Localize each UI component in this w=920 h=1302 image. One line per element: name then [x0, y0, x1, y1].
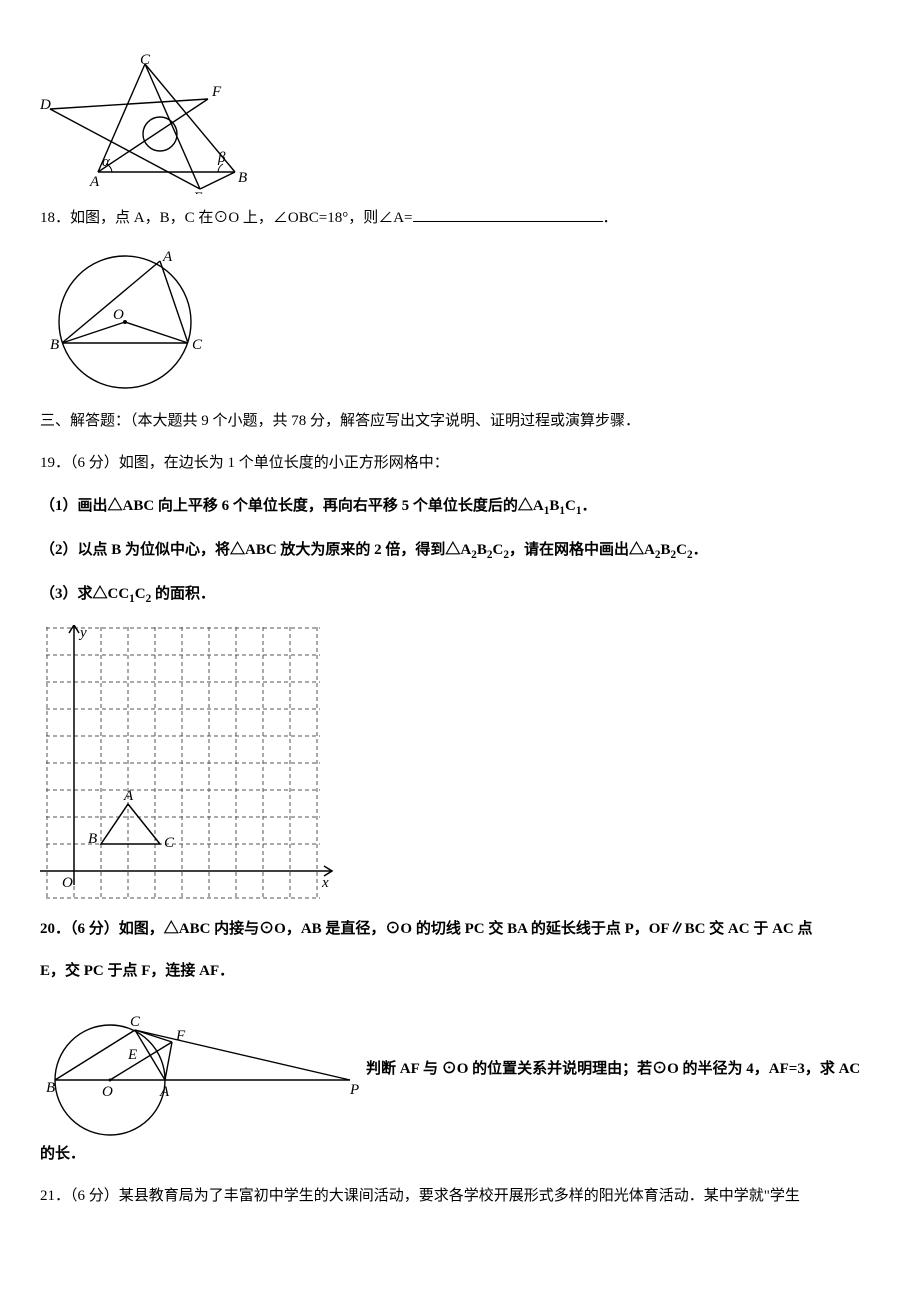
- q19-p2a: （2）以点 B 为位似中心，将△ABC 放大为原来的 2 倍，得到△A: [40, 542, 471, 558]
- q20-row: B A O C F E P 判断 AF 与 ⊙O 的位置关系并说明理由；若⊙O …: [40, 1000, 880, 1140]
- q19-p1b: ．: [582, 498, 597, 514]
- label-B20: B: [46, 1080, 55, 1096]
- label-A20: A: [159, 1084, 170, 1100]
- q19-part1: （1）画出△ABC 向上平移 6 个单位长度，再向右平移 5 个单位长度后的△A…: [40, 492, 880, 522]
- label-A: A: [89, 174, 100, 190]
- q18-blank: [413, 206, 603, 222]
- q20-tail: 的长．: [40, 1140, 880, 1169]
- label-E20: E: [127, 1047, 137, 1063]
- q19-part2: （2）以点 B 为位似中心，将△ABC 放大为原来的 2 倍，得到△A2B2C2…: [40, 536, 880, 566]
- label-B: B: [50, 337, 59, 353]
- label-A: A: [162, 249, 173, 265]
- q20-inline: 判断 AF 与 ⊙O 的位置关系并说明理由；若⊙O 的半径为 4，AF=3，求 …: [366, 1055, 860, 1084]
- label-C: C: [192, 337, 203, 353]
- fig-q20-svg: B A O C F E P: [40, 1000, 360, 1140]
- fig-grid-svg: y x O A B C: [40, 625, 340, 905]
- q18-stem: 18．如图，点 A，B，C 在⊙O 上，∠OBC=18°，则∠A=: [40, 210, 413, 226]
- label-C20: C: [130, 1014, 141, 1030]
- label-B: B: [238, 170, 247, 186]
- q19-p3a: （3）求△CC: [40, 586, 129, 602]
- label-gA: A: [123, 788, 134, 804]
- q21-text: 21．（6 分）某县教育局为了丰富初中学生的大课间活动，要求各学校开展形式多样的…: [40, 1182, 880, 1211]
- q18-suffix: ．: [603, 210, 618, 226]
- label-F: F: [211, 84, 222, 100]
- q20-line2: E，交 PC 于点 F，连接 AF．: [40, 957, 880, 986]
- q20-line1: 20．（6 分）如图，△ABC 内接与⊙O，AB 是直径，⊙O 的切线 PC 交…: [40, 915, 880, 944]
- q19-p3b: 的面积．: [151, 586, 215, 602]
- label-beta: β: [217, 150, 226, 166]
- label-y: y: [78, 625, 87, 641]
- fig-grid: y x O A B C: [40, 625, 880, 905]
- label-gC: C: [164, 835, 175, 851]
- label-gB: B: [88, 831, 97, 847]
- q19-stem: 19．（6 分）如图，在边长为 1 个单位长度的小正方形网格中：: [40, 449, 880, 478]
- fig-circle-obc-svg: O A B C: [40, 247, 210, 397]
- label-x: x: [321, 875, 329, 891]
- label-alpha: α: [102, 154, 111, 170]
- fig-star-svg: A B C D E F α β: [40, 54, 250, 194]
- label-E: E: [192, 190, 202, 194]
- label-F20: F: [175, 1028, 186, 1044]
- label-C: C: [140, 54, 151, 68]
- q19-p2c: ．: [693, 542, 708, 558]
- q19-p2b: ，请在网格中画出△A: [509, 542, 655, 558]
- q18-text: 18．如图，点 A，B，C 在⊙O 上，∠OBC=18°，则∠A= ．: [40, 204, 880, 233]
- q19-part3: （3）求△CC1C2 的面积．: [40, 580, 880, 610]
- fig-star: A B C D E F α β: [40, 54, 880, 194]
- fig-circle-obc: O A B C: [40, 247, 880, 397]
- q19-p1a: （1）画出△ABC 向上平移 6 个单位长度，再向右平移 5 个单位长度后的△A: [40, 498, 544, 514]
- label-P20: P: [349, 1082, 359, 1098]
- label-O20: O: [102, 1084, 113, 1100]
- section3-heading: 三、解答题：（本大题共 9 个小题，共 78 分，解答应写出文字说明、证明过程或…: [40, 407, 880, 436]
- label-O: O: [113, 307, 124, 323]
- label-O: O: [62, 875, 73, 891]
- label-D: D: [40, 97, 51, 113]
